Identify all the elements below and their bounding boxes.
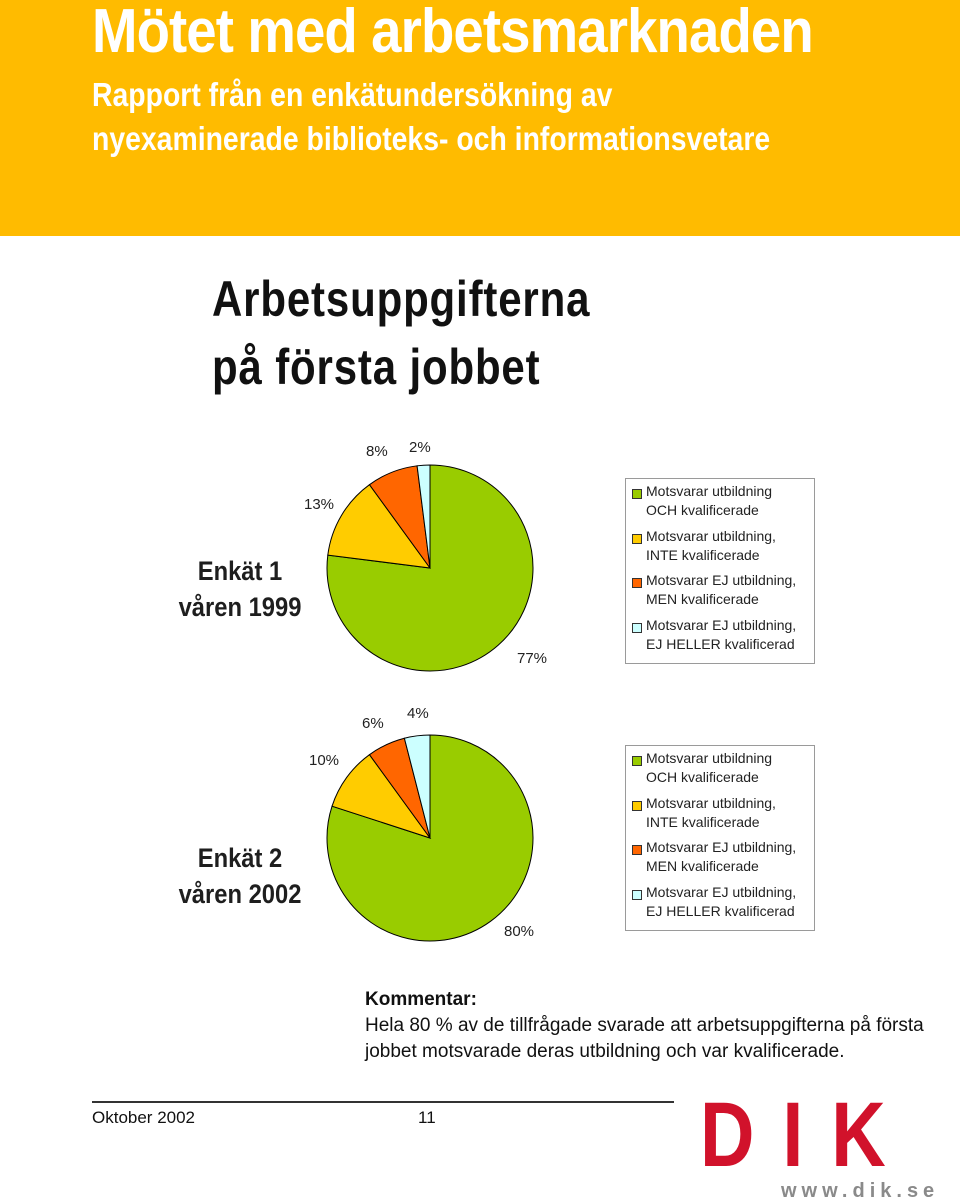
- pie1-slice-ej-heller-label: 2%: [409, 439, 431, 456]
- survey2-label-line1: Enkät 2: [197, 843, 283, 873]
- pie1-slice-inte: [327, 483, 432, 569]
- dik-logo: DIK: [700, 1084, 914, 1186]
- logo-url: www.dik.se: [781, 1180, 940, 1202]
- pie1-slice-ej-heller: [416, 464, 431, 569]
- footer-divider: [92, 1101, 674, 1103]
- legend-label: Motsvarar EJ utbildning, MEN kvalificera…: [646, 839, 797, 874]
- footer-date: Oktober 2002: [92, 1108, 196, 1127]
- survey2-legend: Motsvarar utbildning OCH kvalificerade Mo…: [625, 745, 815, 931]
- comment-body: Hela 80 % av de tillfrågade svarade att …: [365, 1015, 924, 1062]
- report-subtitle-line2: nyexaminerade biblioteks- och informatio…: [92, 120, 771, 157]
- pie1-slice-men-label: 8%: [366, 443, 388, 460]
- legend1-item-men: Motsvarar EJ utbildning, MEN kvalificera…: [632, 571, 810, 616]
- legend1-item-ej-heller: Motsvarar EJ utbildning, EJ HELLER kvali…: [632, 616, 810, 661]
- legend-label: Motsvarar utbildning OCH kvalificerade: [646, 483, 773, 518]
- pie2-slice-men-label: 6%: [362, 715, 384, 732]
- survey1-label-line2: våren 1999: [178, 592, 302, 622]
- legend-swatch: [632, 489, 642, 499]
- report-subtitle-line1: Rapport från en enkätundersökning av: [92, 76, 613, 113]
- legend-swatch: [632, 800, 642, 811]
- pie1-slice-och-label: 77%: [517, 650, 547, 667]
- pie2-slice-ej-heller: [403, 734, 431, 839]
- legend-swatch: [632, 578, 642, 588]
- legend2-item-och: Motsvarar utbildning OCH kvalificerade: [632, 749, 810, 794]
- comment-heading: Kommentar:: [365, 989, 477, 1010]
- legend-label: Motsvarar utbildning, INTE kvalificerade: [646, 794, 776, 830]
- legend2-item-ej-heller: Motsvarar EJ utbildning, EJ HELLER kvali…: [632, 883, 810, 928]
- survey1-pie-chart: 77% 13% 8% 2%: [304, 439, 547, 672]
- legend-label: Motsvarar EJ utbildning, EJ HELLER kvali…: [646, 883, 797, 919]
- survey1-label-line1: Enkät 1: [197, 556, 283, 586]
- legend2-item-men: Motsvarar EJ utbildning, MEN kvalificera…: [632, 838, 810, 883]
- legend-label: Motsvarar utbildning, INTE kvalificerade: [646, 527, 776, 563]
- pie1-slice-inte-label: 13%: [304, 496, 334, 513]
- survey2-label-line2: våren 2002: [178, 879, 302, 909]
- legend-swatch: [632, 845, 642, 855]
- pie2-slice-ej-heller-label: 4%: [407, 705, 429, 722]
- report-title: Mötet med arbetsmarknaden: [92, 0, 814, 66]
- comment-box: Kommentar: Hela 80 % av de tillfrågade s…: [365, 987, 925, 1065]
- survey2-pie-chart: 80% 10% 6% 4%: [309, 705, 534, 942]
- pie2-slice-och: [326, 734, 534, 942]
- legend-swatch: [632, 533, 642, 544]
- page-number: 11: [418, 1108, 436, 1127]
- pie2-slice-och-label: 80%: [504, 923, 534, 940]
- legend-swatch: [632, 622, 642, 633]
- survey1-legend: Motsvarar utbildning OCH kvalificerade Mo…: [625, 478, 815, 664]
- legend-swatch: [632, 756, 642, 766]
- pie2-slice-inte-label: 10%: [309, 752, 339, 769]
- legend-label: Motsvarar EJ utbildning, EJ HELLER kvali…: [646, 616, 797, 652]
- legend2-item-inte: Motsvarar utbildning, INTE kvalificerade: [632, 794, 810, 839]
- legend-label: Motsvarar utbildning OCH kvalificerade: [646, 750, 773, 785]
- section-title-line2: på första jobbet: [212, 339, 541, 395]
- legend-label: Motsvarar EJ utbildning, MEN kvalificera…: [646, 572, 797, 607]
- legend1-item-inte: Motsvarar utbildning, INTE kvalificerade: [632, 527, 810, 572]
- header-banner: Mötet med arbetsmarknaden Rapport från e…: [0, 0, 960, 236]
- survey2-label: Enkät 2 våren 2002: [165, 840, 315, 912]
- legend-swatch: [632, 889, 642, 900]
- section-title-line1: Arbetsuppgifterna: [212, 271, 591, 327]
- survey1-label: Enkät 1 våren 1999: [165, 553, 315, 625]
- legend1-item-och: Motsvarar utbildning OCH kvalificerade: [632, 482, 810, 527]
